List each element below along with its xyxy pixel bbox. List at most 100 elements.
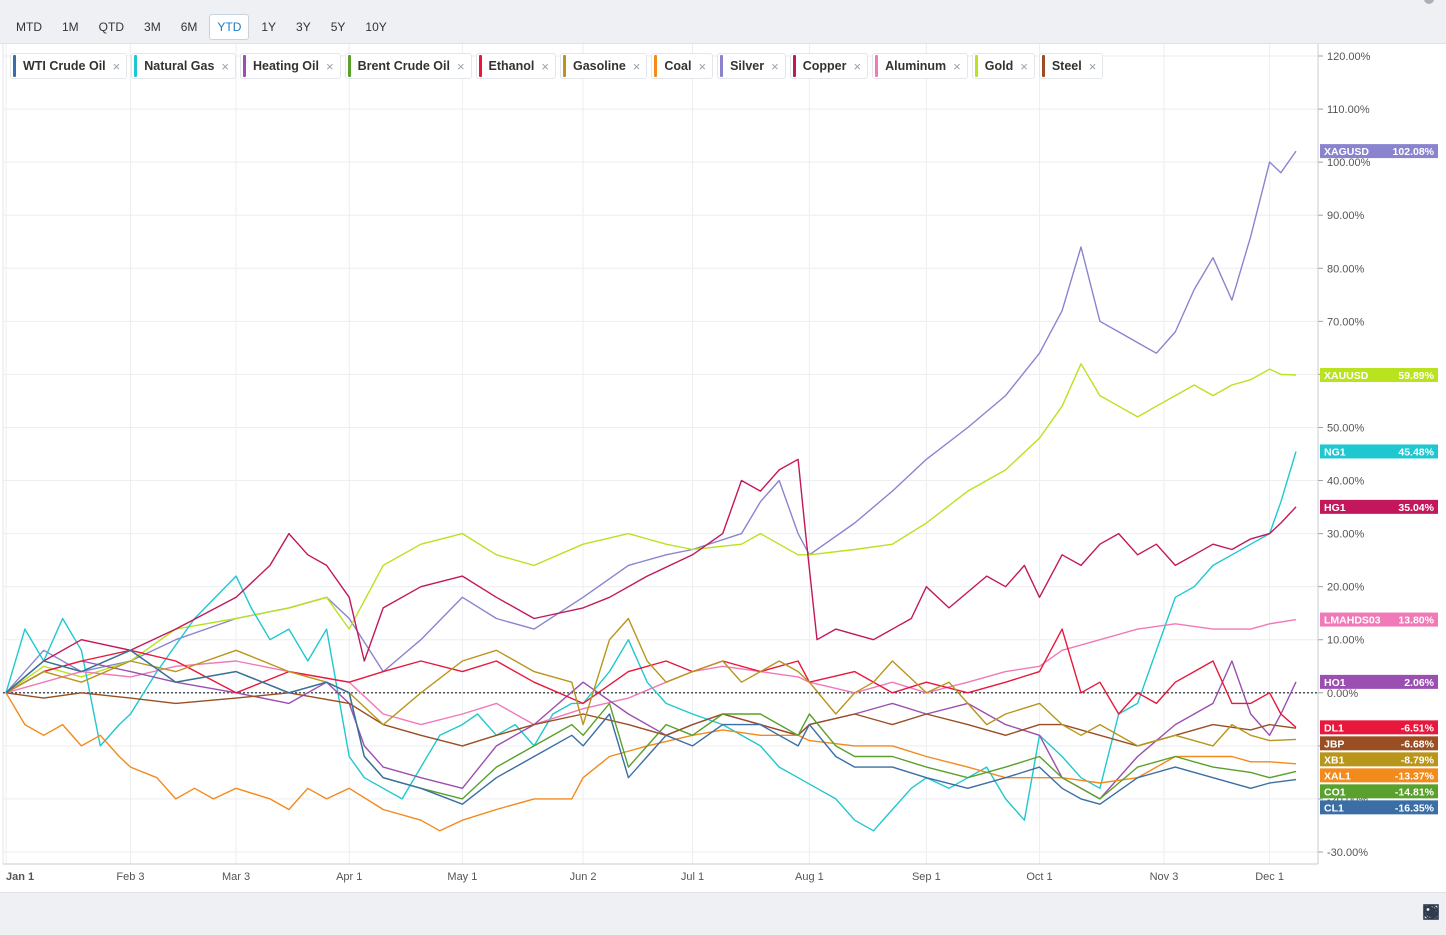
x-tick-label: Nov 3 bbox=[1150, 871, 1179, 883]
value-label-value: 13.80% bbox=[1398, 615, 1434, 627]
legend-label: Natural Gas bbox=[144, 59, 215, 73]
value-label-value: 102.08% bbox=[1393, 146, 1435, 158]
legend-chip[interactable]: Natural Gas × bbox=[131, 53, 236, 79]
series-line-lmahds03 bbox=[5, 618, 1297, 726]
x-tick-label: Dec 1 bbox=[1255, 871, 1284, 883]
range-button-mtd[interactable]: MTD bbox=[16, 20, 42, 34]
value-label-value: 35.04% bbox=[1398, 502, 1434, 514]
y-tick-label: -30.00% bbox=[1327, 847, 1368, 859]
remove-series-icon[interactable]: × bbox=[953, 58, 961, 74]
legend-chip[interactable]: Brent Crude Oil × bbox=[344, 53, 472, 79]
series-legend: WTI Crude Oil × Natural Gas × Heating Oil × Br… bbox=[10, 53, 1104, 79]
value-label-value: -6.51% bbox=[1401, 722, 1435, 734]
legend-chip[interactable]: Silver × bbox=[717, 53, 786, 79]
legend-swatch bbox=[974, 55, 978, 77]
range-button-10y[interactable]: 10Y bbox=[365, 20, 387, 34]
x-tick-label: Apr 1 bbox=[336, 871, 362, 883]
range-button-6m[interactable]: 6M bbox=[180, 20, 198, 34]
remove-series-icon[interactable]: × bbox=[771, 58, 779, 74]
y-tick-label: 70.00% bbox=[1327, 316, 1365, 328]
value-label-box bbox=[1320, 768, 1438, 783]
value-label-box bbox=[1320, 367, 1438, 382]
value-label-value: 45.48% bbox=[1398, 446, 1434, 458]
remove-series-icon[interactable]: × bbox=[1020, 58, 1028, 74]
legend-chip[interactable]: WTI Crude Oil × bbox=[10, 53, 128, 79]
y-tick-label: 120.00% bbox=[1327, 51, 1371, 63]
legend-chip[interactable]: Ethanol × bbox=[475, 53, 556, 79]
range-button-qtd[interactable]: QTD bbox=[98, 20, 125, 34]
value-label-box bbox=[1320, 752, 1438, 767]
range-button-1y[interactable]: 1Y bbox=[261, 20, 277, 34]
legend-chip[interactable]: Gold × bbox=[971, 53, 1035, 79]
value-label-symbol: XB1 bbox=[1324, 754, 1345, 766]
y-tick-label: 30.00% bbox=[1327, 529, 1365, 541]
legend-chip[interactable]: Copper × bbox=[789, 53, 869, 79]
legend-label: Coal bbox=[664, 59, 692, 73]
legend-chip[interactable]: Gasoline × bbox=[559, 53, 648, 79]
legend-chip[interactable]: Coal × bbox=[651, 53, 714, 79]
legend-swatch bbox=[134, 55, 138, 77]
value-label-value: -14.81% bbox=[1395, 786, 1435, 798]
value-label-value: -16.35% bbox=[1395, 802, 1435, 814]
legend-chip[interactable]: Heating Oil × bbox=[240, 53, 341, 79]
value-label-box bbox=[1320, 784, 1438, 799]
legend-label: Steel bbox=[1051, 59, 1082, 73]
x-tick-label: Oct 1 bbox=[1026, 871, 1052, 883]
legend-swatch bbox=[720, 55, 724, 77]
range-button-ytd[interactable]: YTD bbox=[209, 14, 250, 40]
value-label-box bbox=[1320, 499, 1438, 514]
value-label-symbol: LMAHDS03 bbox=[1324, 615, 1381, 627]
value-label-value: 2.06% bbox=[1404, 677, 1434, 689]
value-label-symbol: XAGUSD bbox=[1324, 146, 1369, 158]
legend-label: WTI Crude Oil bbox=[23, 59, 106, 73]
legend-swatch bbox=[478, 55, 482, 77]
legend-label: Heating Oil bbox=[253, 59, 319, 73]
legend-swatch bbox=[347, 55, 351, 77]
legend-swatch bbox=[243, 55, 246, 77]
value-label-box bbox=[1320, 736, 1438, 751]
remove-series-icon[interactable]: × bbox=[632, 58, 641, 74]
value-label-symbol: HO1 bbox=[1324, 677, 1346, 689]
y-tick-label: 90.00% bbox=[1327, 210, 1365, 222]
chart-area: 120.00%110.00%100.00%90.00%80.00%70.00%6… bbox=[0, 44, 1446, 892]
remove-series-icon[interactable]: × bbox=[1088, 58, 1097, 74]
x-tick-label: May 1 bbox=[447, 871, 477, 883]
legend-label: Silver bbox=[730, 59, 765, 73]
x-tick-label: Mar 3 bbox=[222, 871, 250, 883]
series-line-xal1 bbox=[5, 692, 1297, 832]
legend-label: Copper bbox=[802, 59, 847, 73]
remove-series-icon[interactable]: × bbox=[221, 58, 229, 74]
legend-label: Gasoline bbox=[572, 59, 626, 73]
legend-swatch bbox=[875, 55, 879, 77]
line-chart: 120.00%110.00%100.00%90.00%80.00%70.00%6… bbox=[2, 44, 1438, 883]
legend-chip[interactable]: Aluminum × bbox=[872, 53, 968, 79]
range-button-3m[interactable]: 3M bbox=[144, 20, 161, 34]
legend-swatch bbox=[1041, 55, 1045, 77]
legend-label: Brent Crude Oil bbox=[357, 59, 450, 73]
remove-series-icon[interactable]: × bbox=[112, 58, 121, 74]
chart-footer bbox=[0, 892, 1446, 935]
value-label-symbol: HG1 bbox=[1324, 502, 1346, 514]
remove-series-icon[interactable]: × bbox=[325, 58, 334, 74]
x-tick-label: Aug 1 bbox=[795, 871, 824, 883]
value-label-box bbox=[1320, 144, 1438, 159]
range-button-1m[interactable]: 1M bbox=[62, 20, 79, 34]
value-label-box bbox=[1320, 800, 1438, 815]
value-label-symbol: JBP bbox=[1324, 738, 1344, 750]
y-tick-label: 50.00% bbox=[1327, 422, 1365, 434]
corner-dot bbox=[1424, 0, 1434, 4]
remove-series-icon[interactable]: × bbox=[698, 58, 707, 74]
range-button-5y[interactable]: 5Y bbox=[330, 20, 346, 34]
legend-label: Gold bbox=[984, 59, 1014, 73]
value-label-symbol: XAL1 bbox=[1324, 770, 1351, 782]
y-tick-label: 20.00% bbox=[1327, 582, 1365, 594]
tags-icon[interactable] bbox=[1422, 903, 1440, 921]
legend-chip[interactable]: Steel × bbox=[1038, 53, 1104, 79]
legend-swatch bbox=[13, 55, 16, 77]
x-tick-label: Sep 1 bbox=[912, 871, 941, 883]
remove-series-icon[interactable]: × bbox=[456, 58, 465, 74]
remove-series-icon[interactable]: × bbox=[541, 58, 549, 74]
x-tick-label: Feb 3 bbox=[116, 871, 144, 883]
range-button-3y[interactable]: 3Y bbox=[296, 20, 311, 34]
remove-series-icon[interactable]: × bbox=[853, 58, 862, 74]
